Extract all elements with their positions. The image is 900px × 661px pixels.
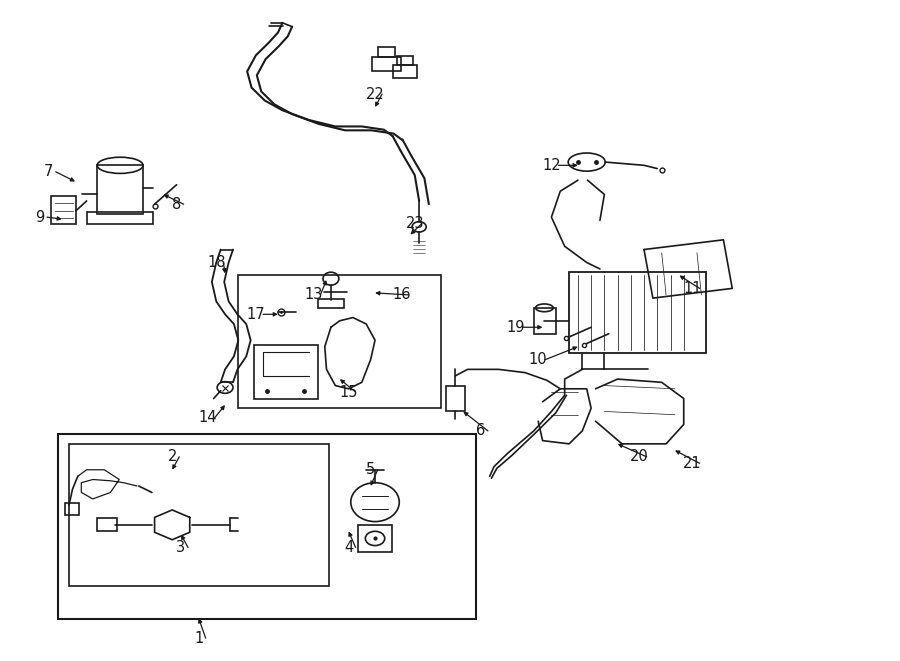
- Bar: [569, 272, 706, 353]
- Bar: [97, 518, 117, 531]
- Text: 10: 10: [529, 352, 547, 367]
- Bar: [397, 56, 413, 65]
- Text: 20: 20: [630, 449, 649, 464]
- Bar: [373, 57, 400, 71]
- Text: 17: 17: [247, 307, 266, 322]
- Text: 14: 14: [198, 410, 217, 426]
- Text: 15: 15: [339, 385, 358, 399]
- Text: 16: 16: [392, 288, 410, 302]
- Text: 12: 12: [542, 158, 561, 173]
- Bar: [238, 276, 441, 408]
- Text: 22: 22: [365, 87, 384, 102]
- Bar: [318, 299, 344, 308]
- Text: 3: 3: [176, 540, 185, 555]
- Bar: [378, 48, 395, 57]
- Text: 4: 4: [344, 540, 353, 555]
- Text: 8: 8: [172, 197, 181, 212]
- Text: 23: 23: [406, 216, 424, 231]
- Text: 2: 2: [167, 449, 177, 464]
- Text: 11: 11: [683, 281, 702, 296]
- Bar: [58, 434, 476, 619]
- Text: 6: 6: [476, 424, 485, 438]
- Bar: [51, 196, 76, 223]
- Text: 1: 1: [194, 631, 203, 646]
- Text: 21: 21: [683, 456, 702, 471]
- Bar: [446, 385, 465, 411]
- Text: 19: 19: [507, 320, 526, 334]
- Bar: [69, 444, 329, 586]
- Bar: [254, 346, 318, 399]
- Text: 13: 13: [304, 288, 322, 302]
- Text: 7: 7: [44, 165, 53, 179]
- Bar: [534, 308, 556, 334]
- Bar: [358, 525, 392, 552]
- Text: 9: 9: [35, 210, 44, 225]
- Bar: [86, 212, 153, 223]
- Bar: [392, 65, 418, 78]
- Bar: [65, 504, 78, 515]
- Text: 5: 5: [366, 462, 375, 477]
- Text: 18: 18: [207, 255, 226, 270]
- Bar: [97, 165, 143, 214]
